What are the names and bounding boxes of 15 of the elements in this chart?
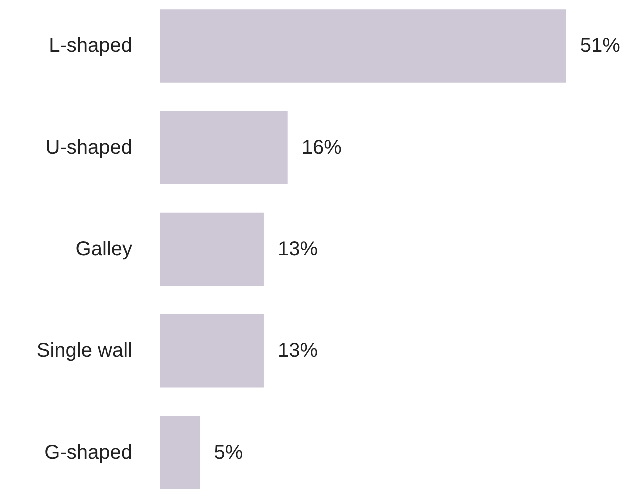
data-label: 5% <box>214 442 244 464</box>
y-tick-label: Single wall <box>36 340 133 362</box>
y-tick-label: G-shaped <box>44 442 133 464</box>
bar <box>160 10 566 83</box>
bar <box>160 314 264 388</box>
data-label: 13% <box>278 340 318 362</box>
data-label: 13% <box>278 238 318 260</box>
y-tick-label: Galley <box>76 238 133 260</box>
bar <box>160 212 264 286</box>
bar <box>160 111 288 184</box>
y-tick-label: L-shaped <box>49 35 133 58</box>
data-label: 16% <box>302 136 342 159</box>
data-label: 51% <box>580 35 621 58</box>
bar <box>160 416 200 490</box>
y-tick-label: U-shaped <box>46 136 132 159</box>
